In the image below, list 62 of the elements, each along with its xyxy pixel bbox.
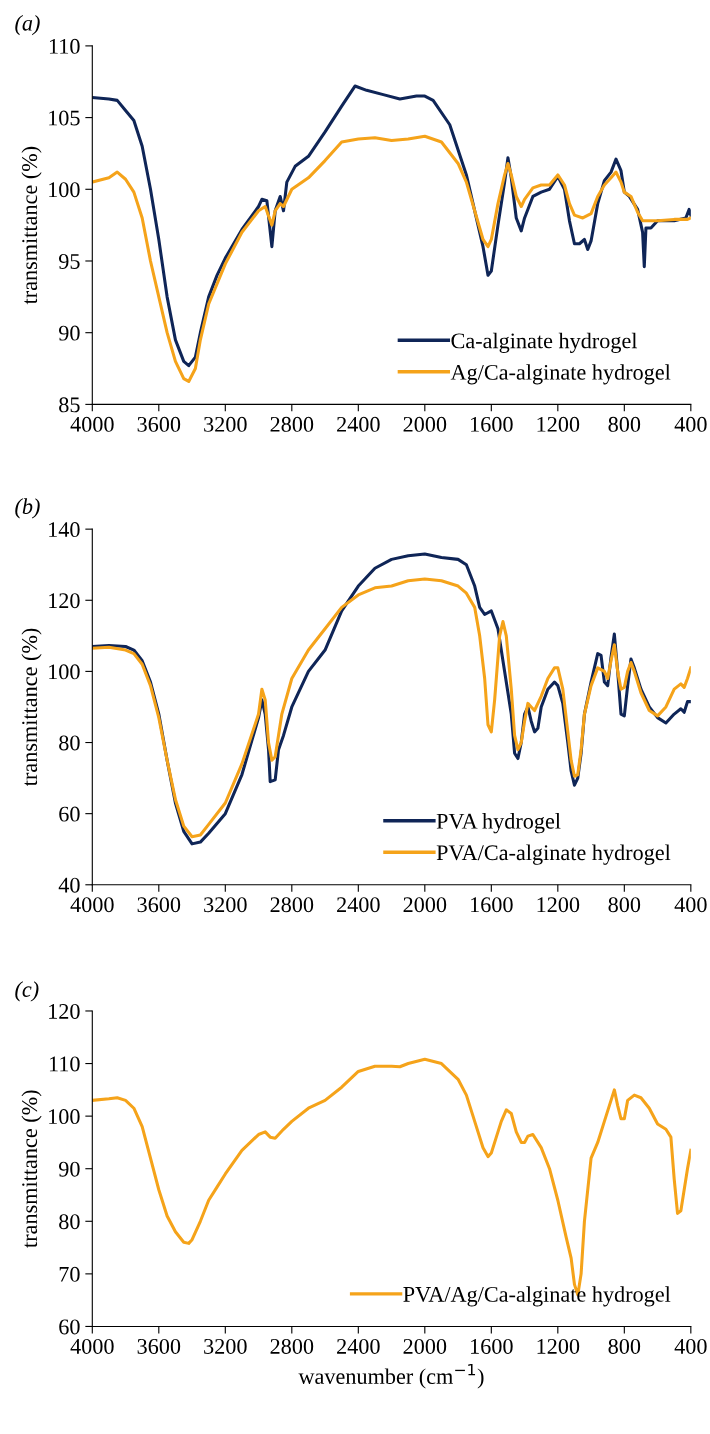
y-axis-title: transmittance (%) — [21, 628, 42, 787]
legend-label: PVA/Ca-alginate hydrogel — [436, 844, 671, 865]
x-tick-label: 3200 — [204, 1338, 247, 1354]
x-tick-label: 1600 — [471, 416, 513, 432]
x-tick-label: 800 — [608, 1338, 641, 1354]
line-series — [92, 134, 691, 383]
y-tick-label: 80 — [59, 735, 80, 751]
x-tick-label: 400 — [674, 416, 707, 432]
x-tick-label: 2000 — [403, 416, 447, 432]
x-tick-label: 3200 — [204, 897, 247, 913]
y-axis-title: transmittance (%) — [21, 146, 42, 305]
y-tick-label: 120 — [49, 593, 80, 609]
y-tick-label: 140 — [49, 522, 80, 538]
x-tick-label: 400 — [674, 1338, 707, 1354]
legend-label: PVA/Ag/Ca-alginate hydrogel — [403, 1286, 671, 1307]
x-tick-label: 2000 — [403, 897, 447, 913]
x-tick-label: 2800 — [270, 897, 314, 913]
x-tick-label: 1600 — [471, 1338, 513, 1354]
chart-title: (c) — [15, 981, 39, 1002]
x-tick-label: 2400 — [337, 1338, 380, 1354]
legend-label: Ca-alginate hydrogel — [451, 332, 638, 353]
legend-label: Ag/Ca-alginate hydrogel — [450, 364, 671, 385]
y-tick-label: 60 — [59, 806, 80, 822]
x-tick-label: 4000 — [70, 416, 114, 432]
legend-label: PVA hydrogel — [436, 813, 561, 834]
y-tick-label: 80 — [59, 1214, 80, 1230]
x-tick-label: 1200 — [537, 416, 580, 432]
x-tick-label: 3600 — [137, 897, 181, 913]
y-tick-label: 110 — [49, 38, 80, 54]
y-tick-label: 90 — [58, 1161, 80, 1177]
x-tick-label: 800 — [608, 416, 641, 432]
x-tick-label: 2400 — [337, 416, 380, 432]
x-tick-label: 1200 — [537, 897, 580, 913]
y-tick-label: 120 — [49, 1003, 80, 1019]
x-axis-title: wavenumber (cm$^{−1}$) — [298, 1363, 484, 1389]
y-tick-label: 110 — [49, 1056, 80, 1072]
x-tick-label: 1200 — [537, 1338, 580, 1354]
x-tick-label: 4000 — [70, 1338, 114, 1354]
y-tick-label: 100 — [49, 664, 80, 680]
x-tick-label: 3600 — [137, 1338, 181, 1354]
chart-title: (a) — [15, 14, 40, 36]
y-tick-label: 100 — [49, 1109, 80, 1125]
x-tick-label: 2400 — [337, 897, 380, 913]
x-tick-label: 2800 — [270, 1338, 314, 1354]
y-axis-title: transmittance (%) — [21, 1090, 42, 1248]
x-tick-label: 3600 — [137, 416, 181, 432]
x-tick-label: 3200 — [204, 416, 247, 432]
x-tick-label: 800 — [608, 897, 641, 913]
x-tick-label: 2800 — [270, 416, 314, 432]
x-tick-label: 4000 — [70, 897, 114, 913]
y-tick-label: 95 — [58, 253, 80, 269]
y-tick-label: 60 — [59, 1319, 80, 1335]
y-tick-label: 40 — [58, 877, 80, 893]
y-tick-label: 90 — [58, 325, 80, 341]
x-tick-label: 400 — [674, 897, 707, 913]
y-tick-label: 100 — [49, 182, 80, 198]
chart-title: (b) — [15, 498, 40, 519]
x-tick-label: 2000 — [403, 1338, 447, 1354]
x-tick-label: 1600 — [471, 897, 513, 913]
y-tick-label: 105 — [49, 110, 80, 126]
y-tick-label: 85 — [59, 397, 80, 413]
y-tick-label: 70 — [59, 1266, 80, 1282]
